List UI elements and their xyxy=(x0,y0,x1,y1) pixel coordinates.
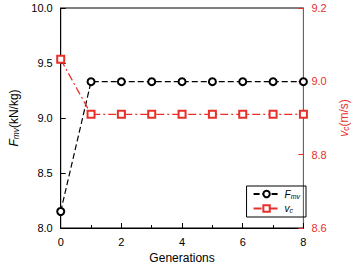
svg-text:8.0: 8.0 xyxy=(37,222,52,234)
svg-text:10.0: 10.0 xyxy=(31,2,52,14)
svg-text:F: F xyxy=(7,139,21,147)
svg-text:(m/s): (m/s) xyxy=(337,99,351,126)
svg-text:v: v xyxy=(336,130,351,137)
svg-text:4: 4 xyxy=(179,236,185,248)
svg-text:(kN/kg): (kN/kg) xyxy=(7,89,21,128)
svg-text:9.5: 9.5 xyxy=(37,57,52,69)
svg-text:c: c xyxy=(341,126,351,131)
svg-text:mv: mv xyxy=(291,193,301,200)
svg-text:mv: mv xyxy=(11,128,22,140)
svg-text:v: v xyxy=(284,203,290,214)
svg-text:8.8: 8.8 xyxy=(311,149,326,161)
svg-text:Generations: Generations xyxy=(149,251,214,265)
svg-text:9.0: 9.0 xyxy=(311,75,326,87)
svg-text:8.5: 8.5 xyxy=(37,167,52,179)
svg-text:9.0: 9.0 xyxy=(37,112,52,124)
svg-text:0: 0 xyxy=(58,236,64,248)
svg-text:9.2: 9.2 xyxy=(311,2,326,14)
svg-text:F: F xyxy=(284,188,291,200)
svg-text:2: 2 xyxy=(118,236,124,248)
svg-text:c: c xyxy=(290,207,294,214)
svg-text:8.6: 8.6 xyxy=(311,222,326,234)
svg-text:6: 6 xyxy=(240,236,246,248)
svg-text:8: 8 xyxy=(300,236,306,248)
